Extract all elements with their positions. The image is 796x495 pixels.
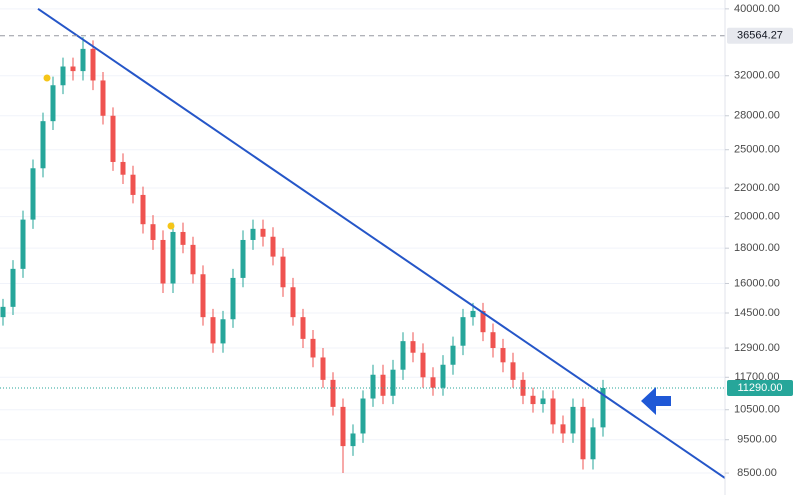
candle-body [450,345,456,365]
candle-body [10,268,16,307]
candle-body [170,231,176,284]
candle-body [110,115,116,162]
y-tick-label: 18000.00 [734,242,780,254]
plot-area [0,8,726,479]
candle-body [420,352,426,378]
y-tick-label: 10500.00 [734,404,780,416]
candle-body [30,168,36,220]
candle-body [360,398,366,434]
candle-body [600,387,606,428]
candle-body [90,48,96,81]
candle-body [580,406,586,460]
candle-body [120,161,126,175]
y-tick-label: 20000.00 [734,211,780,223]
candle-body [0,306,6,318]
y-tick-label: 40000.00 [734,3,780,15]
y-tick-label: 25000.00 [734,144,780,156]
candle-body [260,228,266,237]
candle-body [470,310,476,318]
y-tick-label: 32000.00 [734,70,780,82]
candle-body [190,244,196,275]
trend-line [37,8,726,479]
candle-body [210,317,216,344]
candle-body [230,277,236,320]
y-tick-label: 14500.00 [734,307,780,319]
candle-body [560,424,566,434]
candle-body [440,364,446,388]
y-tick-label: 28000.00 [734,110,780,122]
candle-body [130,174,136,195]
candle-body [590,427,596,460]
candle-body [20,219,26,269]
y-tick-label: 16000.00 [734,277,780,289]
candle-body [180,231,186,245]
candle-body [300,317,306,339]
candle-body [500,348,506,363]
candle-body [530,395,536,405]
candle-body [70,66,76,72]
candle-body [250,228,256,240]
candle-body [140,194,146,225]
candle-body [510,362,516,380]
candle-body [460,317,466,346]
candle-body [400,341,406,370]
candle-body [490,332,496,349]
price-label-box [727,379,793,396]
candle-body [540,398,546,405]
candle-body [150,224,156,240]
candle-body [240,239,246,278]
candle-body [100,80,106,116]
candle-body [160,239,166,284]
candle-body [200,274,206,318]
candle-body [410,341,416,353]
arrow-icon [641,387,671,415]
candle-body [370,374,376,399]
candle-body [390,369,396,396]
candle-body [220,319,226,344]
candle-body [350,433,356,447]
candle-body [290,287,296,318]
candle-body [320,357,326,380]
event-marker [43,74,51,82]
y-tick-label: 12900.00 [734,342,780,354]
y-tick-label: 22000.00 [734,182,780,194]
candle-body [330,379,336,407]
candle-body [270,236,276,257]
y-tick-label: 9500.00 [737,434,777,446]
candle-body [40,121,46,169]
price-axis: 40000.00 32000.00 28000.00 25000.00 22000.00… [725,3,793,479]
candle-body [430,377,436,388]
price-label-box [727,27,793,44]
candle-body [340,406,346,447]
event-marker [167,222,175,230]
candle-body [50,85,56,122]
candle-body [570,406,576,434]
candle-body [60,66,66,86]
price-label: 11290.00 [737,382,782,394]
candle-body [550,398,556,425]
candle-body [280,256,286,288]
candle-body [480,310,486,333]
candle-body [310,338,316,358]
price-label: 36564.27 [737,30,783,42]
candle-body [380,374,386,396]
y-tick-label: 8500.00 [737,467,777,479]
candle-body [80,48,86,72]
